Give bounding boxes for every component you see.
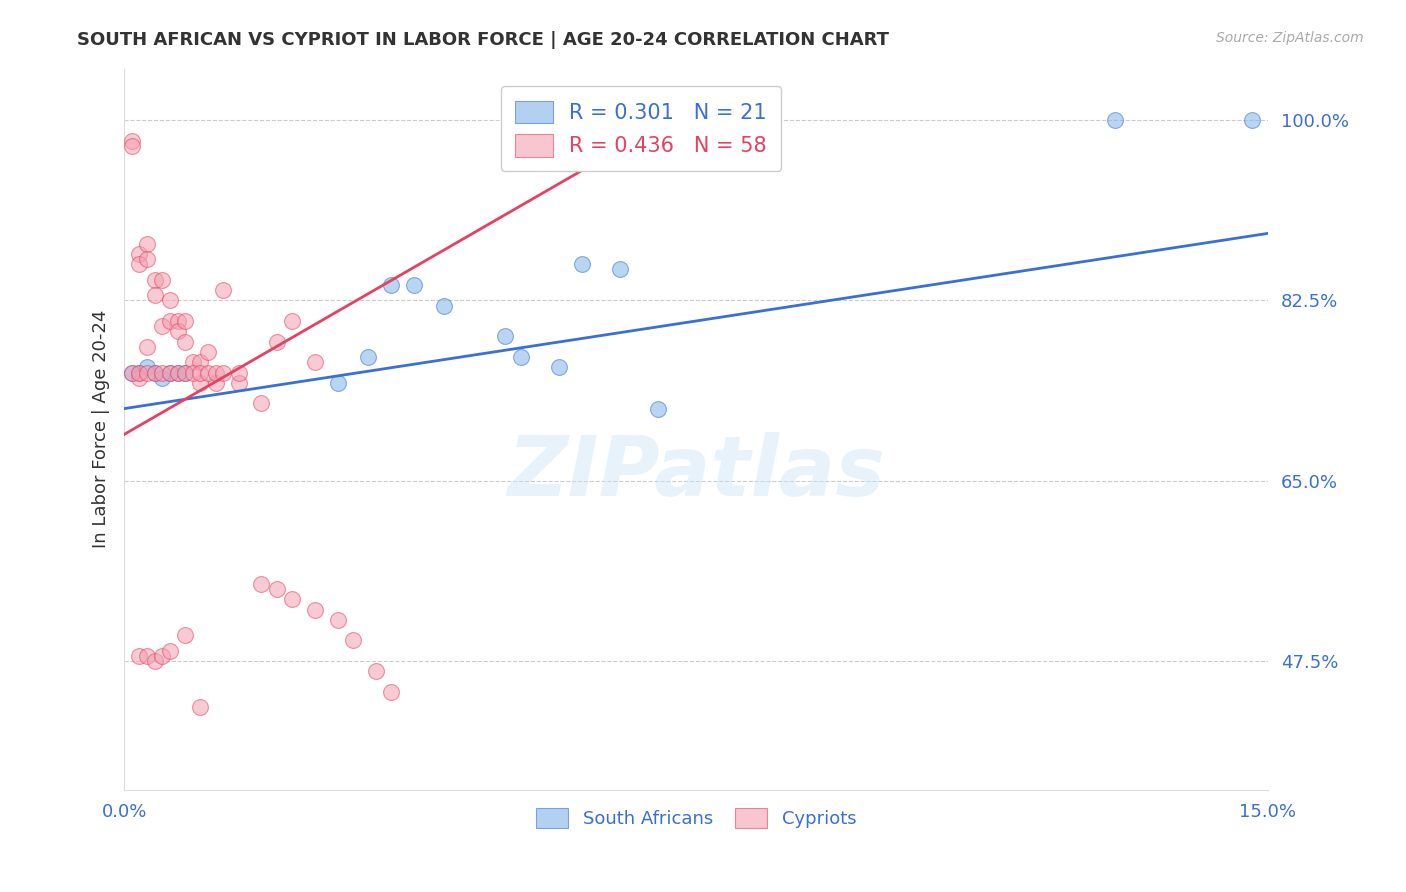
Point <box>150 370 173 384</box>
Point <box>150 366 173 380</box>
Point <box>128 366 150 380</box>
Point <box>494 329 516 343</box>
Point <box>190 376 212 390</box>
Point <box>326 376 349 390</box>
Point <box>380 685 402 699</box>
Point <box>159 366 181 380</box>
Point <box>304 602 326 616</box>
Point <box>136 236 159 251</box>
Point <box>266 334 288 349</box>
Point <box>143 654 166 668</box>
Point <box>174 366 197 380</box>
Point <box>190 355 212 369</box>
Point <box>1104 113 1126 128</box>
Point <box>204 376 226 390</box>
Point <box>159 293 181 308</box>
Point <box>190 700 212 714</box>
Point <box>433 299 456 313</box>
Point <box>364 665 387 679</box>
Point <box>121 366 143 380</box>
Point <box>136 360 159 375</box>
Point <box>571 257 593 271</box>
Point <box>647 401 669 416</box>
Point <box>197 345 219 359</box>
Point <box>380 277 402 292</box>
Point <box>128 257 150 271</box>
Point <box>326 613 349 627</box>
Point <box>121 138 143 153</box>
Point <box>136 252 159 267</box>
Point <box>1241 113 1264 128</box>
Point <box>212 366 235 380</box>
Point <box>357 350 380 364</box>
Point <box>128 247 150 261</box>
Point <box>402 277 425 292</box>
Point <box>181 366 204 380</box>
Point <box>143 288 166 302</box>
Point <box>174 366 197 380</box>
Point <box>128 648 150 663</box>
Point <box>128 370 150 384</box>
Point <box>228 376 250 390</box>
Point <box>143 273 166 287</box>
Point <box>166 324 188 338</box>
Text: Source: ZipAtlas.com: Source: ZipAtlas.com <box>1216 31 1364 45</box>
Point <box>159 314 181 328</box>
Point <box>266 582 288 596</box>
Text: ZIPatlas: ZIPatlas <box>508 432 884 513</box>
Point <box>197 366 219 380</box>
Point <box>150 319 173 334</box>
Legend: South Africans, Cypriots: South Africans, Cypriots <box>529 801 863 835</box>
Point <box>609 262 631 277</box>
Point <box>136 340 159 354</box>
Point <box>509 350 531 364</box>
Point <box>250 576 273 591</box>
Point <box>174 628 197 642</box>
Point <box>121 366 143 380</box>
Point <box>181 355 204 369</box>
Point <box>204 366 226 380</box>
Point <box>159 366 181 380</box>
Point <box>159 644 181 658</box>
Point <box>128 366 150 380</box>
Point <box>281 314 304 328</box>
Point <box>174 334 197 349</box>
Point <box>136 648 159 663</box>
Point <box>281 592 304 607</box>
Point <box>174 314 197 328</box>
Point <box>166 366 188 380</box>
Point <box>342 633 364 648</box>
Point <box>121 134 143 148</box>
Point <box>150 273 173 287</box>
Point <box>250 396 273 410</box>
Y-axis label: In Labor Force | Age 20-24: In Labor Force | Age 20-24 <box>93 310 110 549</box>
Point <box>143 366 166 380</box>
Point <box>212 283 235 297</box>
Point <box>150 648 173 663</box>
Point <box>166 314 188 328</box>
Point <box>136 366 159 380</box>
Point <box>304 355 326 369</box>
Point <box>547 360 569 375</box>
Point <box>143 366 166 380</box>
Point <box>190 366 212 380</box>
Text: SOUTH AFRICAN VS CYPRIOT IN LABOR FORCE | AGE 20-24 CORRELATION CHART: SOUTH AFRICAN VS CYPRIOT IN LABOR FORCE … <box>77 31 890 49</box>
Point <box>166 366 188 380</box>
Point <box>228 366 250 380</box>
